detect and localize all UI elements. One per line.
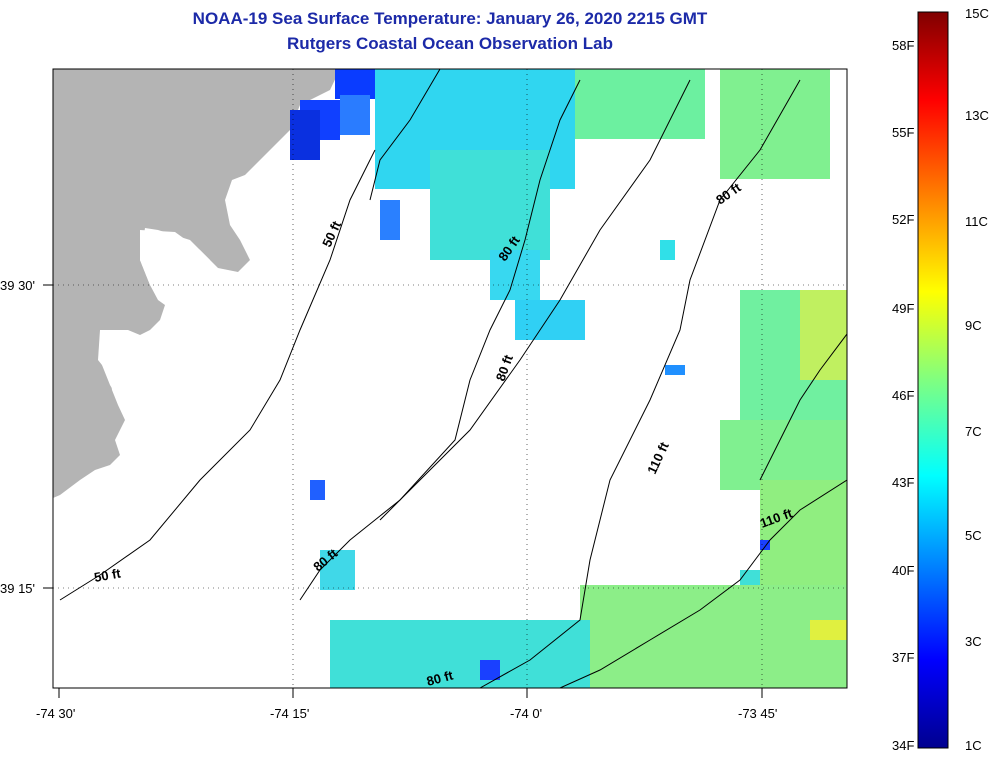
colorbar-f-label: 37F <box>892 650 914 665</box>
colorbar-f-label: 58F <box>892 38 914 53</box>
colorbar-f-label: 40F <box>892 563 914 578</box>
colorbar-c-label: 5C <box>965 528 982 543</box>
depth-contours <box>59 69 847 688</box>
sst-pixels <box>290 69 847 688</box>
colorbar-f-label: 46F <box>892 388 914 403</box>
x-tick-label: -74 30' <box>36 706 75 721</box>
colorbar-f-label: 43F <box>892 475 914 490</box>
colorbar-c-label: 7C <box>965 424 982 439</box>
colorbar-c-label: 9C <box>965 318 982 333</box>
contour-label: 80 ft <box>425 667 455 689</box>
graticule <box>53 69 847 688</box>
axis-ticks <box>43 284 763 698</box>
map-title: NOAA-19 Sea Surface Temperature: January… <box>192 9 708 28</box>
colorbar-c-label: 13C <box>965 108 989 123</box>
x-tick-label: -73 45' <box>738 706 777 721</box>
colorbar-f-label: 49F <box>892 301 914 316</box>
colorbar-f-label: 55F <box>892 125 914 140</box>
colorbar-c-label: 15C <box>965 6 989 21</box>
y-tick-label: 39 30' <box>0 278 35 293</box>
colorbar-c-label: 11C <box>965 214 988 229</box>
colorbar-c-label: 3C <box>965 634 982 649</box>
land-mass <box>53 69 340 498</box>
colorbar-f-label: 52F <box>892 212 914 227</box>
colorbar-labels-fahrenheit: 58F 55F 52F 49F 46F 43F 40F 37F 34F <box>892 38 914 753</box>
y-tick-label: 39 15' <box>0 581 35 596</box>
colorbar-c-label: 1C <box>965 738 982 753</box>
colorbar-f-label: 34F <box>892 738 914 753</box>
x-tick-label: -74 0' <box>510 706 542 721</box>
x-tick-label: -74 15' <box>270 706 309 721</box>
contour-label: 50 ft <box>93 565 123 585</box>
map-subtitle: Rutgers Coastal Ocean Observation Lab <box>287 34 613 53</box>
colorbar <box>917 11 949 749</box>
colorbar-labels-celsius: 15C 13C 11C 9C 7C 5C 3C 1C <box>965 6 989 753</box>
plot-frame <box>52 68 848 689</box>
